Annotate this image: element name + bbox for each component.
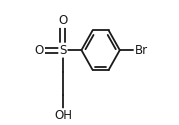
Text: Br: Br	[135, 44, 148, 57]
Text: OH: OH	[54, 109, 72, 122]
Text: O: O	[58, 14, 67, 27]
Text: S: S	[59, 44, 67, 57]
Text: O: O	[35, 44, 44, 57]
